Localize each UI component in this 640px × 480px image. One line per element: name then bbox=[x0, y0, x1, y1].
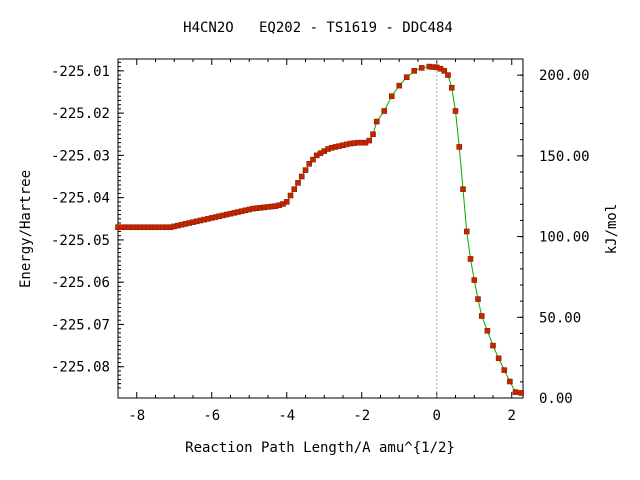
y2-tick-label: 150.00 bbox=[539, 149, 590, 165]
data-point bbox=[370, 131, 376, 138]
data-point bbox=[445, 72, 451, 78]
data-point bbox=[418, 65, 425, 71]
data-point bbox=[518, 390, 524, 396]
y2-axis-ticks: 200.00 150.00 100.00 50.00 0.00 bbox=[517, 58, 590, 407]
data-point bbox=[490, 342, 496, 349]
x-tick-label: -6 bbox=[203, 408, 220, 424]
data-point bbox=[460, 186, 466, 192]
y-axis-ticks: -225.01 -225.02 -225.03 -225.04 -225.05 -225.… bbox=[51, 61, 124, 389]
data-point bbox=[283, 199, 290, 205]
data-point bbox=[467, 256, 474, 262]
data-point bbox=[302, 167, 309, 173]
data-point bbox=[471, 277, 478, 283]
x-axis-label: Reaction Path Length/A amu^{1/2} bbox=[185, 440, 455, 456]
chart-title: H4CN2O EQ202 - TS1619 - DDC484 bbox=[183, 20, 453, 36]
data-point bbox=[373, 118, 380, 125]
data-point bbox=[448, 84, 455, 91]
y2-tick-label: 0.00 bbox=[539, 391, 573, 407]
data-point bbox=[366, 137, 373, 144]
y-tick-label: -225.08 bbox=[51, 360, 110, 376]
data-point bbox=[411, 68, 418, 74]
y2-tick-label: 200.00 bbox=[539, 68, 590, 84]
y-tick-label: -225.06 bbox=[51, 275, 110, 291]
x-axis-ticks: -8 -6 -4 -2 0 2 bbox=[117, 59, 516, 424]
x-tick-label: -2 bbox=[353, 408, 370, 424]
data-point bbox=[291, 186, 298, 192]
data-point bbox=[463, 228, 470, 235]
x-tick-label: -8 bbox=[128, 408, 145, 424]
y-tick-label: -225.02 bbox=[51, 106, 110, 122]
y2-tick-label: 50.00 bbox=[539, 310, 581, 326]
series-line bbox=[118, 66, 522, 394]
data-point bbox=[441, 68, 448, 74]
data-point bbox=[298, 173, 305, 180]
data-point bbox=[495, 355, 502, 362]
data-point bbox=[306, 161, 313, 167]
y-tick-label: -225.07 bbox=[51, 317, 110, 333]
data-point bbox=[295, 180, 301, 186]
x-tick-label: 0 bbox=[433, 408, 441, 424]
y-axis-label: Energy/Hartree bbox=[18, 170, 34, 288]
data-point bbox=[512, 389, 519, 395]
y2-tick-label: 100.00 bbox=[539, 230, 590, 246]
data-point bbox=[310, 156, 316, 163]
data-point bbox=[456, 144, 463, 150]
data-point bbox=[484, 327, 491, 334]
y-tick-label: -225.01 bbox=[51, 64, 110, 80]
data-point bbox=[478, 313, 485, 319]
y-tick-label: -225.03 bbox=[51, 148, 110, 164]
x-tick-label: -4 bbox=[278, 408, 295, 424]
y2-axis-label: kJ/mol bbox=[604, 204, 620, 255]
x-tick-label: 2 bbox=[508, 408, 516, 424]
data-point bbox=[388, 93, 395, 99]
data-point bbox=[396, 82, 403, 89]
data-point bbox=[381, 108, 388, 114]
data-point bbox=[452, 108, 459, 114]
data-point bbox=[507, 378, 513, 385]
y-tick-label: -225.04 bbox=[51, 191, 110, 207]
data-point bbox=[287, 192, 294, 199]
plot-frame bbox=[117, 58, 524, 399]
data-point bbox=[475, 296, 481, 302]
data-point bbox=[501, 367, 508, 373]
data-markers bbox=[115, 63, 524, 396]
y-tick-label: -225.05 bbox=[51, 233, 110, 249]
data-point bbox=[403, 74, 410, 80]
